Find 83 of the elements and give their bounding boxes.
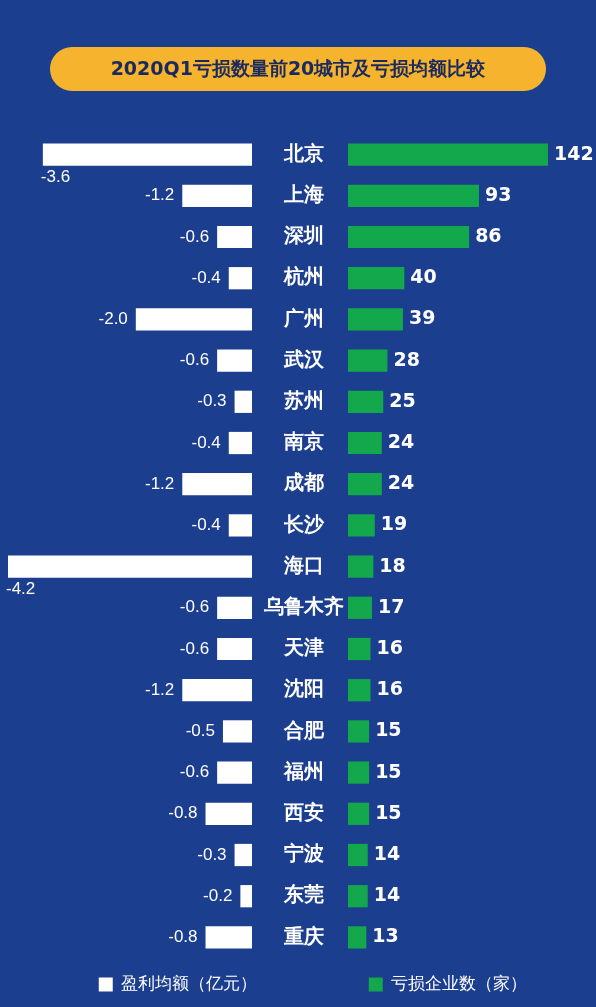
data-label: 15 (375, 759, 402, 782)
data-label: -4.2 (6, 579, 36, 599)
y-tick-label: 宁波 (284, 841, 324, 866)
y-tick-label: 合肥 (283, 717, 325, 742)
data-label: 142 (554, 141, 594, 164)
bar (348, 184, 479, 207)
y-tick-label: 长沙 (283, 511, 325, 536)
y-tick-label: 沈阳 (283, 676, 324, 701)
y-tick-label: 福州 (283, 758, 324, 783)
y-tick-label: 南京 (283, 429, 324, 454)
data-label: 14 (373, 841, 401, 864)
data-label: 24 (387, 471, 415, 494)
y-tick-label: 东莞 (283, 882, 324, 907)
y-tick-label: 深圳 (283, 223, 324, 248)
bar (348, 431, 382, 455)
bar (348, 555, 374, 578)
y-tick-label: 重庆 (283, 923, 324, 948)
y-tick-label: 乌鲁木齐 (263, 594, 344, 618)
data-label: 93 (484, 182, 512, 205)
y-tick-label: 北京 (283, 140, 324, 165)
bar (348, 308, 403, 331)
data-label: 39 (408, 306, 436, 329)
data-label: -0.4 (191, 267, 221, 287)
bar (348, 267, 405, 290)
data-label: 16 (376, 635, 403, 658)
bar (348, 473, 382, 496)
y-tick-label: 广州 (283, 305, 324, 330)
y-tick-label: 杭州 (283, 264, 324, 289)
data-label: 40 (410, 265, 437, 288)
y-tick-label: 武汉 (283, 346, 325, 371)
legend-label: 盈利均额（亿元） (121, 972, 258, 993)
bar (348, 225, 470, 249)
data-label: -0.6 (179, 226, 210, 246)
data-label: -1.2 (144, 185, 175, 205)
y-tick-label: 苏州 (283, 388, 324, 412)
data-label: 14 (373, 883, 401, 906)
y-tick-label: 海口 (283, 552, 324, 577)
data-label: -0.6 (179, 350, 210, 370)
bar (348, 596, 372, 619)
bar (348, 802, 370, 825)
bar (348, 761, 370, 784)
data-label: -0.4 (191, 432, 221, 452)
data-label: 25 (389, 388, 416, 411)
data-label: -0.8 (168, 927, 198, 947)
data-label: -0.8 (168, 803, 198, 823)
data-label: -0.5 (185, 721, 215, 741)
bar (348, 720, 370, 743)
data-label: 24 (387, 429, 415, 452)
data-label: -1.2 (144, 473, 175, 493)
y-tick-label: 上海 (283, 182, 324, 206)
data-label: -2.0 (98, 309, 128, 329)
bar (348, 349, 388, 372)
bar (348, 885, 368, 908)
data-label: -0.6 (179, 597, 210, 617)
data-label: 28 (393, 347, 420, 370)
bar (348, 514, 375, 537)
data-label: -0.2 (203, 885, 233, 905)
bar (348, 679, 371, 702)
data-label: -1.2 (144, 679, 175, 699)
data-label: 18 (379, 553, 406, 576)
bar (348, 143, 548, 166)
data-label: -0.6 (179, 638, 210, 658)
y-tick-label: 西安 (283, 800, 324, 824)
data-label: -0.6 (179, 762, 210, 782)
legend-label: 亏损企业数（家） (391, 972, 528, 993)
bar (348, 843, 368, 867)
bar (348, 637, 371, 661)
data-label: 19 (380, 512, 408, 535)
y-tick-label: 成都 (283, 470, 324, 495)
data-label: -3.6 (40, 167, 71, 187)
text: 2020Q1亏损数量前20城市及亏损均额比较 (50, 47, 546, 91)
data-label: -0.3 (197, 391, 227, 411)
bar (348, 926, 367, 949)
data-label: 86 (475, 223, 502, 246)
data-label: 17 (377, 594, 405, 617)
data-label: 15 (375, 800, 402, 823)
data-label: 13 (372, 924, 399, 947)
y-tick-label: 天津 (283, 635, 324, 660)
data-label: 16 (376, 677, 403, 700)
data-label: -0.3 (197, 844, 227, 864)
data-label: -0.4 (191, 515, 221, 535)
bar (348, 390, 384, 413)
data-label: 15 (375, 718, 402, 741)
